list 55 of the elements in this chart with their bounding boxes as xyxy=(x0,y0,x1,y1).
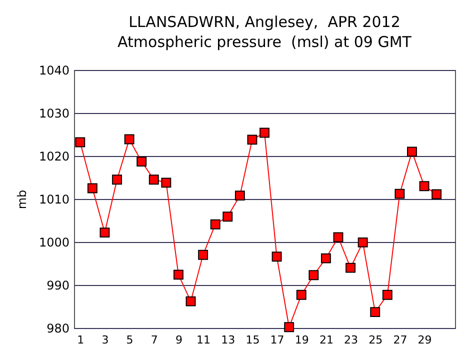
point xyxy=(419,181,430,192)
point xyxy=(222,212,233,222)
y-axis-title: mb xyxy=(14,190,29,210)
x-tick-label: 15 xyxy=(246,334,260,346)
point xyxy=(136,156,147,167)
text: Atmospheric pressure (msl) at 09 GMT xyxy=(118,33,412,51)
point xyxy=(173,270,184,280)
point xyxy=(308,270,319,280)
x-tick-label: 19 xyxy=(294,334,309,346)
x-tick-label: 23 xyxy=(344,334,358,346)
x-tick-label: 3 xyxy=(102,334,109,346)
y-tick-label: 1030 xyxy=(38,106,70,120)
point xyxy=(432,189,442,200)
point xyxy=(161,178,172,188)
x-tick-label: 9 xyxy=(175,334,182,346)
point xyxy=(210,219,220,230)
point xyxy=(198,250,208,260)
point xyxy=(100,228,110,238)
point xyxy=(75,137,86,148)
point xyxy=(296,290,306,300)
point xyxy=(272,252,282,262)
point xyxy=(320,253,331,264)
x-tick-label: 13 xyxy=(221,334,236,346)
x-tick-label: 7 xyxy=(150,334,158,346)
point xyxy=(370,307,380,318)
x-tick-label: 5 xyxy=(126,334,134,346)
y-tick-label: 1000 xyxy=(38,236,70,250)
point xyxy=(407,146,417,157)
y-tick-label: 990 xyxy=(46,278,70,292)
x-tick-label: 27 xyxy=(393,334,408,346)
point xyxy=(284,322,294,332)
point xyxy=(124,134,134,144)
y-tick-label: 1040 xyxy=(38,64,70,78)
point xyxy=(358,237,368,248)
text: LLANSADWRN, Anglesey, APR 2012 xyxy=(128,13,400,31)
y-tick-label: 1010 xyxy=(38,192,70,206)
point xyxy=(112,174,122,185)
point xyxy=(186,296,196,306)
x-tick-label: 21 xyxy=(319,334,334,346)
point xyxy=(148,174,159,185)
point xyxy=(87,183,98,194)
point xyxy=(234,190,245,201)
point xyxy=(260,128,270,138)
y-tick-label: 980 xyxy=(46,322,70,336)
x-tick-label: 17 xyxy=(270,334,284,346)
point xyxy=(333,232,344,242)
x-tick-label: 29 xyxy=(418,334,432,346)
point xyxy=(247,134,258,145)
x-tick-label: 1 xyxy=(77,334,84,346)
point xyxy=(346,262,356,273)
x-tick-label: 25 xyxy=(368,334,383,346)
y-tick-label: 1020 xyxy=(38,150,70,164)
point xyxy=(382,290,392,300)
point xyxy=(394,188,405,199)
x-tick-label: 11 xyxy=(196,334,211,346)
